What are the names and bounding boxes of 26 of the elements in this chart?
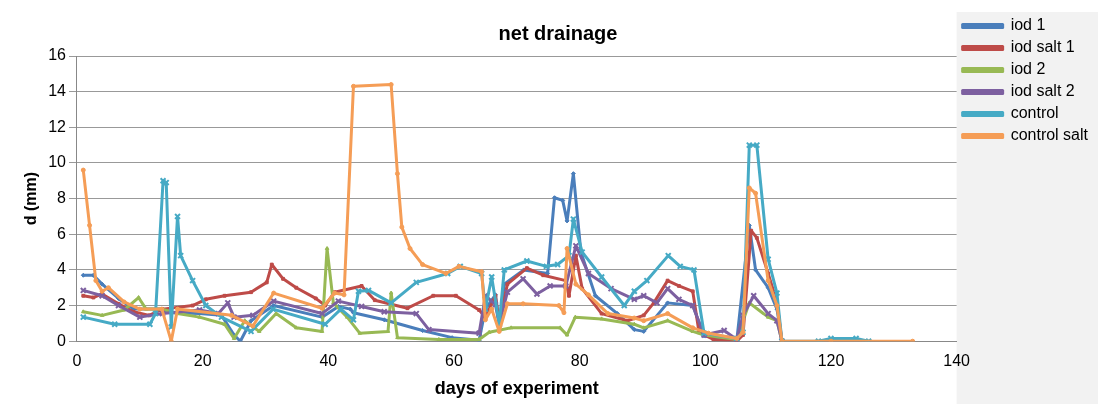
y-tick-label: 14 (48, 82, 67, 100)
legend-label: iod 1 (1010, 16, 1046, 34)
y-tick-label: 12 (48, 117, 67, 135)
x-tick-label: 140 (943, 352, 971, 370)
legend-label: control (1010, 104, 1059, 122)
chart-title: net drainage (498, 21, 618, 44)
x-tick-label: 20 (193, 352, 212, 370)
x-tick-label: 80 (570, 352, 589, 370)
legend-label: iod salt 2 (1010, 82, 1075, 100)
y-tick-label: 0 (57, 331, 67, 349)
x-tick-label: 100 (691, 352, 719, 370)
legend-label: iod 2 (1010, 60, 1046, 78)
y-tick-label: 10 (48, 153, 67, 171)
x-tick-label: 0 (72, 352, 82, 370)
y-tick-label: 16 (48, 46, 67, 64)
x-tick-label: 40 (319, 352, 338, 370)
y-tick-label: 2 (57, 295, 67, 313)
y-tick-label: 8 (57, 189, 67, 207)
x-tick-label: 120 (817, 352, 845, 370)
legend-label: iod salt 1 (1010, 38, 1075, 56)
y-tick-label: 4 (57, 260, 67, 278)
y-tick-label: 6 (57, 224, 67, 242)
legend-label: control salt (1010, 126, 1089, 144)
x-tick-label: 60 (445, 352, 463, 370)
y-axis-title: d (mm) (22, 171, 40, 226)
x-axis-title: days of experiment (434, 378, 599, 399)
